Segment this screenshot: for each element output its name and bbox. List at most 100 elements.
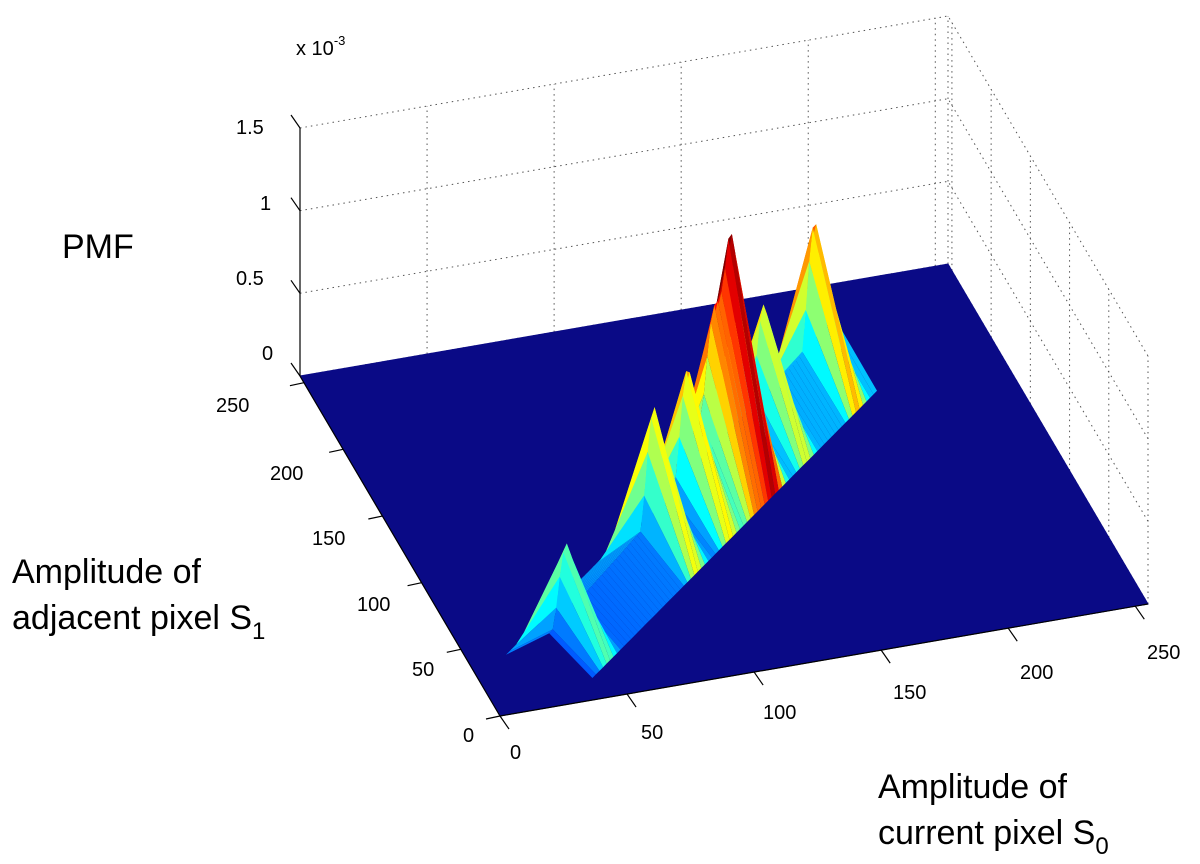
surface-patch (590, 535, 637, 570)
z-multiplier-exponent: -3 (334, 33, 346, 48)
y-axis-label-line1: Amplitude of (12, 553, 202, 591)
x-tick-mark (499, 715, 510, 730)
z-multiplier: x 10-3 (296, 33, 345, 60)
z-tick-mark (290, 362, 301, 377)
surface-patch (552, 607, 600, 675)
surface-patch (549, 629, 596, 678)
x-tick-mark (1134, 605, 1145, 620)
surface-patch (756, 320, 804, 469)
surface-patch (686, 371, 733, 540)
surface-patch (682, 371, 730, 544)
z-axis-label: PMF (62, 228, 134, 266)
x-tick-mark (1007, 627, 1018, 642)
surface-patch (591, 582, 639, 636)
surface-patch (742, 362, 790, 483)
z-tick-mark (290, 197, 301, 212)
surface-patch (601, 570, 649, 625)
y-tick-label: 50 (412, 659, 434, 681)
surface-patch (584, 590, 632, 643)
surface-patch (597, 495, 645, 563)
x-tick-labels: 0 50 100 150 200 250 (510, 642, 1180, 764)
y-tick-mark (446, 648, 461, 653)
surface-patch (637, 531, 684, 590)
y-tick-label: 100 (357, 594, 390, 616)
x-tick-mark (880, 649, 891, 664)
y-axis-label-text: adjacent pixel S (12, 599, 252, 637)
x-tick-mark (753, 671, 764, 686)
surface-patch (640, 495, 688, 586)
surface-patch (587, 586, 635, 639)
surface-patch (665, 488, 712, 561)
surface-patch (728, 234, 776, 498)
z-tick-label: 1.5 (236, 117, 264, 139)
y-tick-label: 0 (463, 725, 474, 747)
y-axis-label-subscript: 1 (252, 618, 265, 645)
surface-patch (572, 555, 620, 588)
surface-patch (647, 417, 695, 579)
y-axis-line (299, 375, 501, 717)
surface-patch (579, 547, 627, 581)
surface-patch (703, 356, 751, 522)
surface-patch (763, 304, 811, 462)
surface-patch (509, 607, 557, 652)
x-axis-line (499, 603, 1149, 717)
x-axis-label-line2: current pixel S0 (878, 814, 1109, 860)
z-tick-labels: 0 0.5 1 1.5 (236, 117, 273, 365)
y-tick-mark (368, 515, 383, 520)
surface-patch (626, 543, 674, 600)
y-tick-mark (485, 715, 501, 720)
y-axis-label-line2: adjacent pixel S1 (12, 599, 265, 645)
surface-patch (758, 309, 806, 400)
x-tick-mark (626, 693, 637, 708)
surface-patch (566, 543, 614, 661)
y-tick-label: 250 (216, 395, 249, 417)
surface-patch (798, 351, 846, 427)
surface-patch (693, 393, 740, 533)
surface-patch (506, 629, 553, 655)
surface-patch (644, 452, 691, 583)
surface-patch (559, 551, 607, 668)
surface-patch (576, 551, 623, 584)
axes-layer (289, 114, 1149, 730)
x-axis-label-line1: Amplitude of (878, 768, 1068, 806)
surface-patch (714, 301, 762, 512)
surface-patch (784, 367, 832, 441)
surface-patch (658, 423, 705, 569)
y-tick-labels: 250 200 150 100 50 0 (216, 395, 474, 747)
surface-layer (299, 224, 1149, 717)
y-tick-mark (329, 448, 344, 453)
surface-patch (788, 363, 835, 437)
surface-patch (598, 574, 646, 629)
surface-patch (816, 224, 863, 409)
surface-patch (616, 555, 663, 611)
surface-patch (619, 551, 667, 608)
z-multiplier-base: x 10 (296, 38, 334, 60)
surface-patch (654, 407, 702, 572)
surface-patch (809, 227, 856, 416)
x-tick-label: 0 (510, 742, 521, 764)
z-tick-mark (290, 279, 301, 294)
x-tick-label: 100 (763, 702, 796, 724)
y-tick-mark (289, 382, 305, 387)
surface-patch (753, 355, 800, 473)
surface-patch (556, 576, 603, 671)
z-tick-label: 0 (262, 343, 273, 365)
surface-patch (661, 456, 709, 565)
surface-patch (724, 238, 772, 501)
surface-patch (781, 371, 828, 444)
surface-patch (623, 547, 670, 604)
surface-patch (612, 559, 660, 615)
surface-patch (593, 531, 641, 567)
surface-patch (594, 578, 642, 632)
z-tick-label: 1 (260, 193, 271, 215)
surface-patch (573, 576, 621, 654)
surface-patch (707, 322, 755, 519)
surface-patch (608, 562, 656, 618)
surface-patch (679, 395, 726, 547)
surface-patch (563, 543, 610, 664)
surface-patch (795, 355, 842, 430)
x-axis-label-subscript: 0 (1095, 833, 1108, 860)
surface-patch (689, 372, 737, 537)
surface-patch (513, 576, 560, 648)
